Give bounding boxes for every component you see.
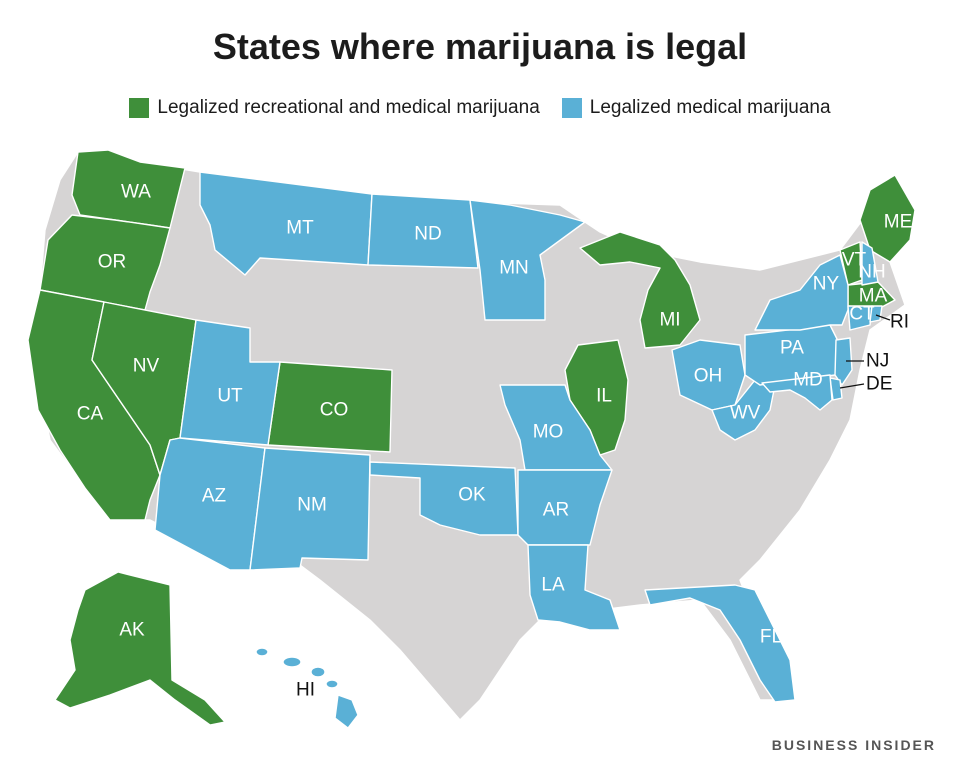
label-mn: MN bbox=[499, 258, 529, 279]
legend: Legalized recreational and medical marij… bbox=[0, 97, 960, 119]
label-ma: MA bbox=[859, 286, 888, 307]
label-ct: CT bbox=[849, 304, 875, 325]
label-wv: WV bbox=[730, 403, 761, 424]
label-nh: NH bbox=[858, 262, 885, 283]
label-hi: HI bbox=[296, 680, 315, 701]
state-oh[interactable] bbox=[671, 339, 746, 411]
state-mn[interactable] bbox=[469, 199, 586, 321]
state-md[interactable] bbox=[761, 374, 833, 411]
state-ok[interactable] bbox=[369, 461, 519, 536]
state-ak[interactable] bbox=[54, 571, 226, 726]
hi-island-1 bbox=[255, 647, 269, 657]
label-ut: UT bbox=[217, 386, 243, 407]
label-ar: AR bbox=[543, 500, 569, 521]
label-mo: MO bbox=[533, 422, 564, 443]
label-la: LA bbox=[541, 575, 565, 596]
state-la[interactable] bbox=[527, 544, 621, 631]
state-mo[interactable] bbox=[499, 384, 613, 471]
legend-label-recreational: Legalized recreational and medical marij… bbox=[157, 97, 540, 118]
label-mi: MI bbox=[659, 310, 680, 331]
state-ar[interactable] bbox=[517, 469, 613, 546]
state-il[interactable] bbox=[564, 339, 629, 456]
hi-island-4 bbox=[325, 679, 339, 689]
legend-swatch-medical bbox=[561, 98, 582, 118]
label-wa: WA bbox=[121, 182, 151, 203]
legend-swatch-recreational bbox=[129, 98, 150, 118]
state-ny[interactable] bbox=[754, 254, 849, 331]
legend-item-medical: Legalized medical marijuana bbox=[561, 97, 831, 119]
state-nj[interactable] bbox=[834, 337, 853, 386]
label-co: CO bbox=[320, 400, 349, 421]
state-ri[interactable] bbox=[869, 305, 883, 323]
hi-island-5 bbox=[334, 694, 359, 729]
legend-item-recreational: Legalized recreational and medical marij… bbox=[129, 97, 540, 119]
state-hi[interactable] bbox=[255, 647, 359, 729]
label-nj: NJ bbox=[866, 351, 889, 372]
label-ca: CA bbox=[77, 404, 104, 425]
state-nm[interactable] bbox=[249, 447, 371, 571]
label-ok: OK bbox=[458, 485, 486, 506]
hi-island-3 bbox=[310, 666, 326, 678]
label-nv: NV bbox=[133, 356, 160, 377]
label-il: IL bbox=[596, 386, 612, 407]
label-or: OR bbox=[98, 252, 127, 273]
leader-de bbox=[839, 383, 865, 389]
label-ri: RI bbox=[890, 312, 909, 333]
label-vt: VT bbox=[842, 250, 867, 271]
chart-title: States where marijuana is legal bbox=[212, 26, 748, 67]
state-or[interactable] bbox=[39, 214, 171, 311]
label-me: ME bbox=[884, 212, 913, 233]
state-fl[interactable] bbox=[644, 584, 796, 703]
state-mi[interactable] bbox=[579, 231, 701, 349]
state-wv[interactable] bbox=[711, 379, 776, 441]
brand-wordmark: BUSINESS INSIDER bbox=[771, 737, 936, 753]
leader-ri bbox=[875, 314, 891, 321]
label-md: MD bbox=[793, 370, 823, 391]
label-mt: MT bbox=[286, 218, 314, 239]
label-fl: FL bbox=[760, 627, 782, 648]
label-nm: NM bbox=[297, 495, 327, 516]
label-ny: NY bbox=[813, 274, 840, 295]
hi-island-2 bbox=[282, 656, 302, 668]
label-nd: ND bbox=[414, 224, 441, 245]
label-az: AZ bbox=[202, 486, 227, 507]
state-ct[interactable] bbox=[847, 305, 873, 331]
legend-label-medical: Legalized medical marijuana bbox=[589, 97, 831, 118]
label-oh: OH bbox=[694, 366, 723, 387]
label-ak: AK bbox=[119, 620, 145, 641]
label-de: DE bbox=[866, 374, 892, 395]
label-pa: PA bbox=[780, 338, 804, 359]
state-nd[interactable] bbox=[367, 193, 479, 269]
state-me[interactable] bbox=[859, 174, 916, 263]
state-nh[interactable] bbox=[861, 241, 879, 286]
